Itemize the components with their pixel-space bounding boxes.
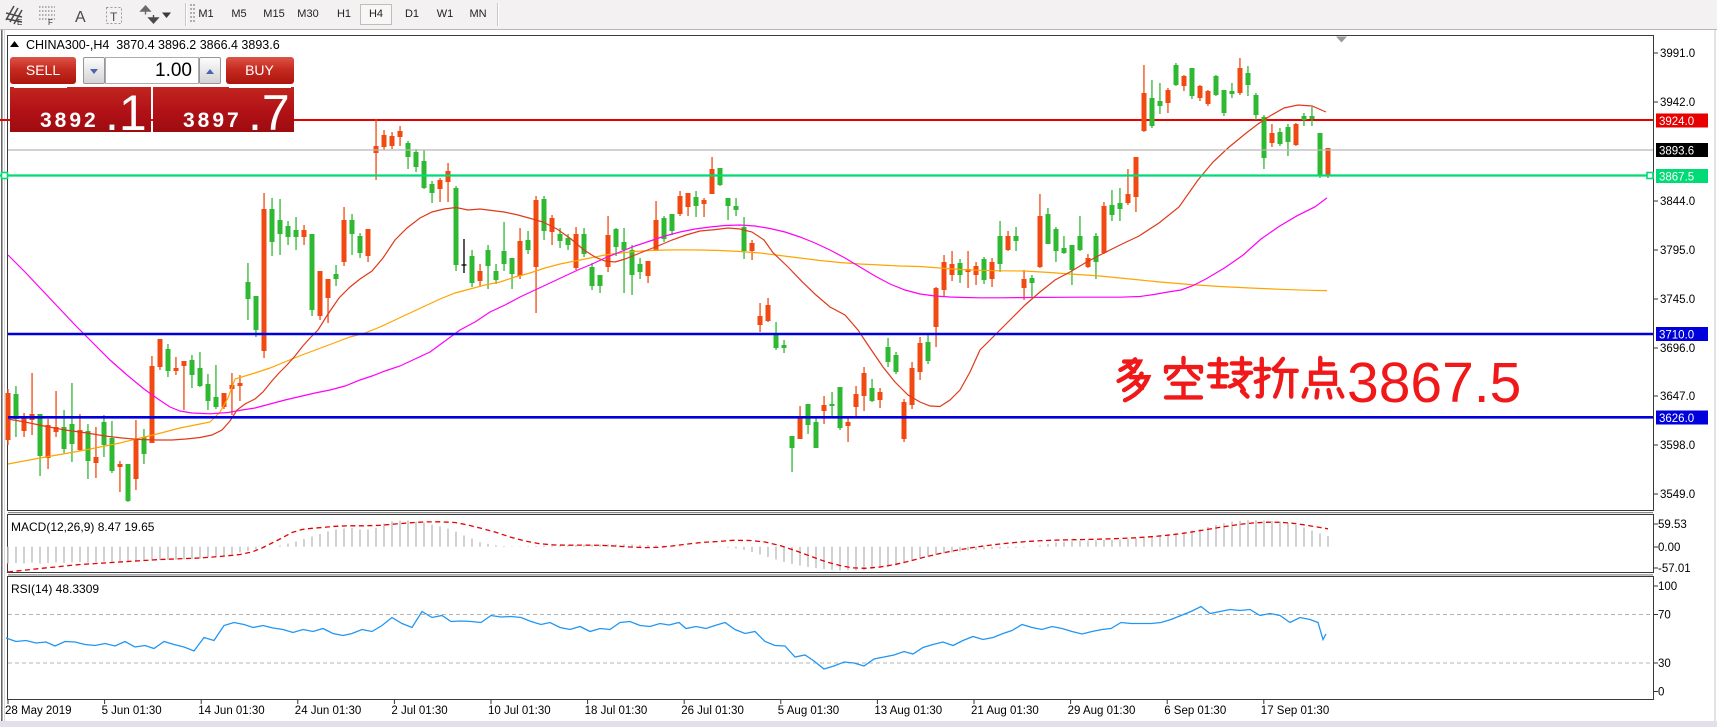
svg-text:6 Sep 01:30: 6 Sep 01:30 (1164, 705, 1226, 717)
svg-text:17 Sep 01:30: 17 Sep 01:30 (1261, 705, 1329, 717)
svg-text:T: T (110, 10, 118, 24)
svg-text:70: 70 (1658, 610, 1671, 622)
svg-text:-57.01: -57.01 (1658, 563, 1691, 575)
svg-text:3745.0: 3745.0 (1660, 294, 1695, 306)
svg-text:E: E (17, 18, 22, 27)
svg-text:14 Jun 01:30: 14 Jun 01:30 (198, 705, 265, 717)
svg-text:3924.0: 3924.0 (1659, 116, 1694, 128)
svg-text:26 Jul 01:30: 26 Jul 01:30 (681, 705, 744, 717)
svg-text:3710.0: 3710.0 (1659, 330, 1694, 342)
svg-text:5 Jun 01:30: 5 Jun 01:30 (102, 705, 162, 717)
svg-text:3549.0: 3549.0 (1660, 489, 1695, 501)
svg-text:10 Jul 01:30: 10 Jul 01:30 (488, 705, 551, 717)
svg-text:MACD(12,26,9) 8.47 19.65: MACD(12,26,9) 8.47 19.65 (11, 520, 155, 534)
svg-text:3893.6: 3893.6 (1659, 146, 1694, 158)
svg-text:0: 0 (1658, 687, 1664, 699)
svg-text:18 Jul 01:30: 18 Jul 01:30 (585, 705, 648, 717)
svg-text:3844.0: 3844.0 (1660, 196, 1695, 208)
svg-text:59.53: 59.53 (1658, 519, 1687, 531)
svg-text:28 May 2019: 28 May 2019 (5, 705, 72, 717)
svg-text:30: 30 (1658, 658, 1671, 670)
svg-text:3795.0: 3795.0 (1660, 245, 1695, 257)
svg-text:24 Jun 01:30: 24 Jun 01:30 (295, 705, 362, 717)
svg-text:3867.5: 3867.5 (1659, 172, 1694, 184)
svg-text:2 Jul 01:30: 2 Jul 01:30 (391, 705, 447, 717)
svg-text:3991.0: 3991.0 (1660, 48, 1695, 60)
svg-text:29 Aug 01:30: 29 Aug 01:30 (1068, 705, 1136, 717)
svg-text:3647.0: 3647.0 (1660, 391, 1695, 403)
svg-text:3626.0: 3626.0 (1659, 413, 1694, 425)
svg-text:3867.5: 3867.5 (1347, 351, 1521, 415)
svg-text:RSI(14) 48.3309: RSI(14) 48.3309 (11, 582, 99, 596)
svg-text:13 Aug 01:30: 13 Aug 01:30 (874, 705, 942, 717)
svg-text:3696.0: 3696.0 (1660, 343, 1695, 355)
svg-text:CHINA300-,H4 3870.4 3896.2 38: CHINA300-,H4 3870.4 3896.2 3866.4 3893.6 (26, 38, 280, 52)
svg-text:A: A (75, 9, 86, 26)
svg-text:100: 100 (1658, 581, 1677, 593)
svg-text:21 Aug 01:30: 21 Aug 01:30 (971, 705, 1039, 717)
svg-text:5 Aug 01:30: 5 Aug 01:30 (778, 705, 839, 717)
svg-text:3598.0: 3598.0 (1660, 440, 1695, 452)
svg-text:3942.0: 3942.0 (1660, 97, 1695, 109)
svg-text:0.00: 0.00 (1658, 542, 1680, 554)
svg-text:F: F (48, 18, 53, 27)
